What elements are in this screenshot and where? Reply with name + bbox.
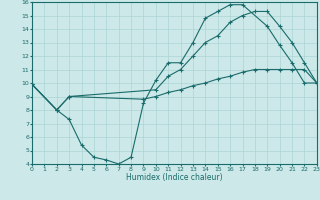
X-axis label: Humidex (Indice chaleur): Humidex (Indice chaleur) [126, 173, 223, 182]
